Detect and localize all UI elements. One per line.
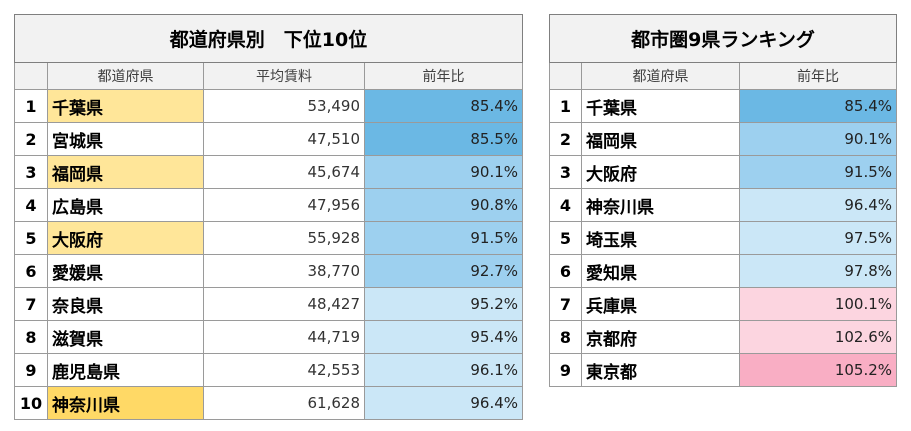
table-row: 8 京都府 102.6%: [549, 320, 898, 354]
rank-cell: 8: [549, 320, 582, 354]
table-row: 2 宮城県 47,510 85.5%: [14, 122, 524, 156]
prefecture-cell: 千葉県: [581, 89, 740, 123]
table-row: 9 東京都 105.2%: [549, 353, 898, 387]
avg-rent-cell: 61,628: [203, 386, 365, 420]
prefecture-cell: 広島県: [47, 188, 204, 222]
rank-cell: 9: [549, 353, 582, 387]
rank-cell: 5: [549, 221, 582, 255]
table-row: 10 神奈川県 61,628 96.4%: [14, 386, 524, 420]
yoy-cell: 91.5%: [363, 221, 524, 255]
yoy-cell: 95.4%: [363, 320, 524, 354]
prefecture-cell: 福岡県: [581, 122, 740, 156]
table-row: 7 兵庫県 100.1%: [549, 287, 898, 321]
avg-rent-cell: 42,553: [203, 353, 365, 387]
avg-rent-cell: 53,490: [203, 89, 365, 123]
header-avg-rent: 平均賃料: [203, 62, 365, 90]
yoy-cell: 97.8%: [738, 254, 898, 288]
rank-cell: 1: [14, 89, 48, 123]
table-row: 1 千葉県 53,490 85.4%: [14, 89, 524, 123]
yoy-cell: 95.2%: [363, 287, 524, 321]
rank-cell: 3: [549, 155, 582, 189]
prefecture-cell: 愛知県: [581, 254, 740, 288]
prefecture-cell: 鹿児島県: [47, 353, 204, 387]
table-row: 5 大阪府 55,928 91.5%: [14, 221, 524, 255]
prefecture-cell: 兵庫県: [581, 287, 740, 321]
prefecture-cell: 奈良県: [47, 287, 204, 321]
prefecture-cell: 神奈川県: [47, 386, 204, 420]
avg-rent-cell: 44,719: [203, 320, 365, 354]
rank-cell: 9: [14, 353, 48, 387]
table-row: 7 奈良県 48,427 95.2%: [14, 287, 524, 321]
table-row: 3 福岡県 45,674 90.1%: [14, 155, 524, 189]
yoy-cell: 97.5%: [738, 221, 898, 255]
bottom10-table: 都道府県別 下位10位 都道府県 平均賃料 前年比 1 千葉県 53,490 85.4…: [13, 14, 524, 420]
yoy-cell: 96.4%: [363, 386, 524, 420]
yoy-cell: 105.2%: [738, 353, 898, 387]
rank-cell: 2: [549, 122, 582, 156]
prefecture-cell: 福岡県: [47, 155, 204, 189]
table-row: 6 愛媛県 38,770 92.7%: [14, 254, 524, 288]
header-blank: [14, 62, 48, 90]
prefecture-cell: 埼玉県: [581, 221, 740, 255]
prefecture-cell: 京都府: [581, 320, 740, 354]
rank-cell: 1: [549, 89, 582, 123]
prefecture-cell: 大阪府: [47, 221, 204, 255]
avg-rent-cell: 45,674: [203, 155, 365, 189]
table-row: 2 福岡県 90.1%: [549, 122, 898, 156]
prefecture-cell: 滋賀県: [47, 320, 204, 354]
table-row: 5 埼玉県 97.5%: [549, 221, 898, 255]
avg-rent-cell: 48,427: [203, 287, 365, 321]
prefecture-cell: 宮城県: [47, 122, 204, 156]
prefecture-cell: 愛媛県: [47, 254, 204, 288]
yoy-cell: 91.5%: [738, 155, 898, 189]
yoy-cell: 85.4%: [363, 89, 524, 123]
yoy-cell: 90.8%: [363, 188, 524, 222]
rank-cell: 7: [549, 287, 582, 321]
rank-cell: 7: [14, 287, 48, 321]
table-row: 4 神奈川県 96.4%: [549, 188, 898, 222]
rank-cell: 5: [14, 221, 48, 255]
prefecture-cell: 神奈川県: [581, 188, 740, 222]
header-prefecture: 都道府県: [581, 62, 740, 90]
yoy-cell: 96.1%: [363, 353, 524, 387]
prefecture-cell: 千葉県: [47, 89, 204, 123]
prefecture-cell: 大阪府: [581, 155, 740, 189]
rank-cell: 10: [14, 386, 48, 420]
table-row: 3 大阪府 91.5%: [549, 155, 898, 189]
rank-cell: 3: [14, 155, 48, 189]
avg-rent-cell: 38,770: [203, 254, 365, 288]
yoy-cell: 90.1%: [363, 155, 524, 189]
prefecture-cell: 東京都: [581, 353, 740, 387]
rank-cell: 4: [549, 188, 582, 222]
table-row: 4 広島県 47,956 90.8%: [14, 188, 524, 222]
header-yoy: 前年比: [738, 62, 898, 90]
yoy-cell: 100.1%: [738, 287, 898, 321]
header-prefecture: 都道府県: [47, 62, 204, 90]
table-row: 1 千葉県 85.4%: [549, 89, 898, 123]
table-row: 8 滋賀県 44,719 95.4%: [14, 320, 524, 354]
yoy-cell: 102.6%: [738, 320, 898, 354]
table-row: 9 鹿児島県 42,553 96.1%: [14, 353, 524, 387]
yoy-cell: 90.1%: [738, 122, 898, 156]
rank-cell: 6: [14, 254, 48, 288]
avg-rent-cell: 47,956: [203, 188, 365, 222]
metro9-title: 都市圏9県ランキング: [548, 14, 898, 63]
bottom10-title: 都道府県別 下位10位: [13, 14, 524, 63]
yoy-cell: 96.4%: [738, 188, 898, 222]
header-yoy: 前年比: [363, 62, 524, 90]
yoy-cell: 85.5%: [363, 122, 524, 156]
yoy-cell: 85.4%: [738, 89, 898, 123]
rank-cell: 2: [14, 122, 48, 156]
avg-rent-cell: 55,928: [203, 221, 365, 255]
rank-cell: 4: [14, 188, 48, 222]
table-row: 6 愛知県 97.8%: [549, 254, 898, 288]
rank-cell: 6: [549, 254, 582, 288]
yoy-cell: 92.7%: [363, 254, 524, 288]
avg-rent-cell: 47,510: [203, 122, 365, 156]
rank-cell: 8: [14, 320, 48, 354]
metro9-table: 都市圏9県ランキング 都道府県 前年比 1 千葉県 85.4% 2 福岡県 90.1% 3 大…: [548, 14, 898, 387]
header-blank: [549, 62, 582, 90]
